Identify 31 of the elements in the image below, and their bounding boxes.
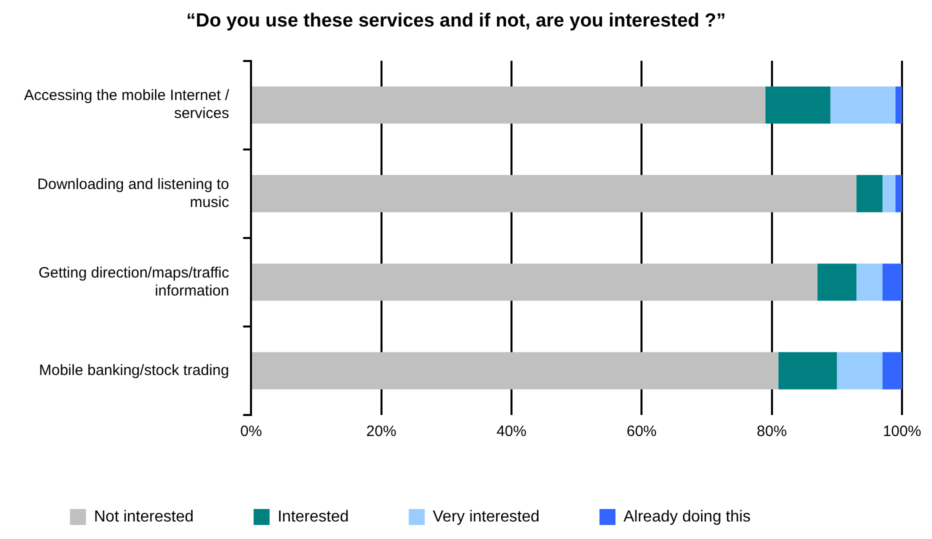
x-tick-label: 100% — [882, 423, 922, 440]
y-tick-label: Mobile banking/stock trading — [39, 362, 230, 379]
legend-label: Already doing this — [623, 508, 751, 526]
bar — [882, 264, 902, 301]
bar — [882, 175, 896, 212]
bar — [830, 86, 896, 124]
bar — [778, 352, 837, 390]
bar — [252, 352, 778, 390]
bar — [252, 175, 856, 212]
chart-title: “Do you use these services and if not, are you interested ?” — [186, 10, 726, 32]
bar — [252, 264, 818, 301]
legend-label: Interested — [278, 508, 349, 526]
bar — [856, 175, 882, 212]
bar — [882, 352, 902, 390]
bar — [765, 86, 830, 124]
bar — [252, 86, 766, 124]
y-tick-label: Getting direction/maps/traffic information — [38, 264, 230, 300]
y-tick-label: Accessing the mobile Internet / services — [24, 87, 230, 122]
x-tick-label: 40% — [496, 423, 526, 440]
x-tick-label: 20% — [366, 423, 396, 440]
bar — [895, 86, 902, 124]
bar — [895, 175, 902, 212]
bar — [817, 264, 856, 301]
bar — [836, 352, 882, 390]
x-tick-label: 0% — [240, 423, 262, 440]
x-tick-label: 80% — [756, 423, 787, 440]
x-tick-label: 60% — [626, 423, 657, 440]
legend-label: Very interested — [432, 508, 540, 526]
y-tick-label: Downloading and listening to music — [37, 176, 230, 211]
legend-label: Not interested — [94, 508, 194, 526]
bar — [856, 264, 882, 301]
